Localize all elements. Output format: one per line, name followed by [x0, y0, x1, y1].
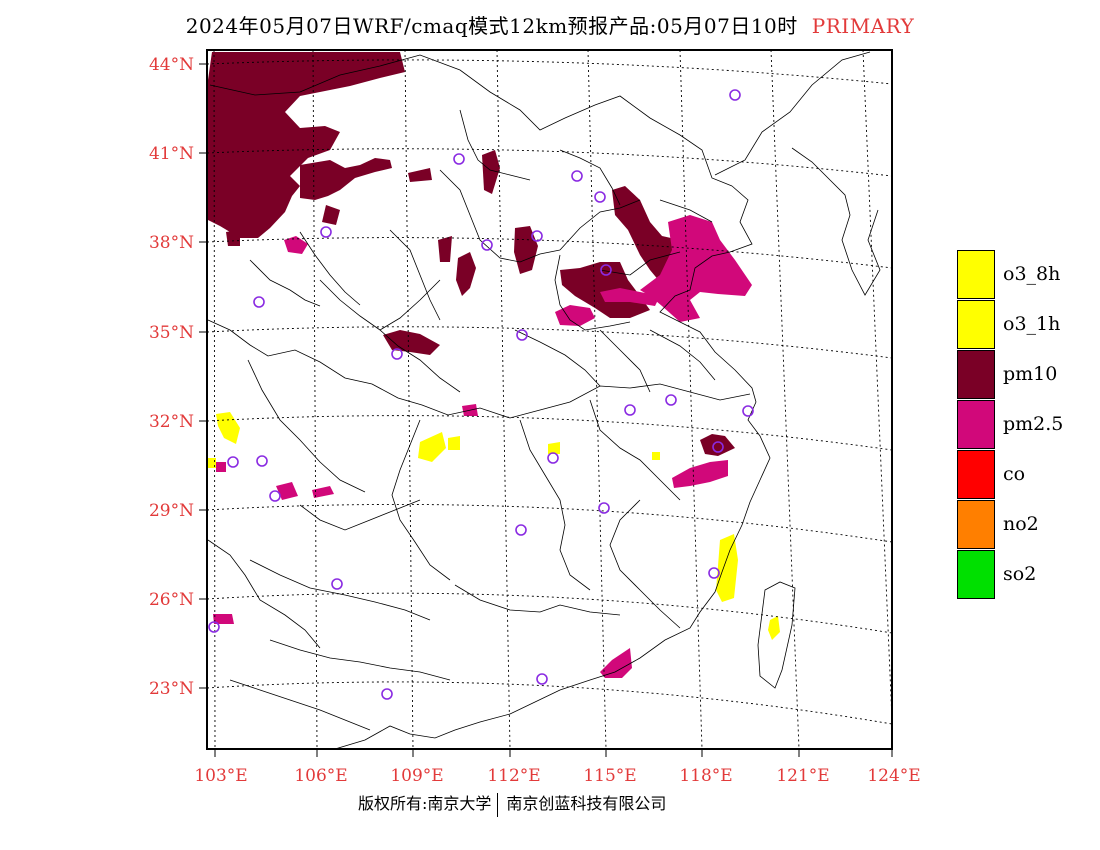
lon-label: 109°E	[390, 766, 443, 786]
legend-swatch	[957, 450, 995, 499]
legend-swatch	[957, 400, 995, 449]
lat-label: 29°N	[149, 501, 194, 521]
legend-swatch	[957, 300, 995, 349]
legend-label: o3_8h	[1003, 263, 1061, 285]
lon-labels: 103°E 106°E 109°E 112°E 115°E 118°E 121°…	[194, 766, 920, 786]
lat-label: 23°N	[149, 679, 194, 699]
lon-label: 106°E	[294, 766, 347, 786]
lon-label: 103°E	[194, 766, 247, 786]
legend-label: no2	[1003, 513, 1039, 535]
graticule	[207, 50, 892, 749]
o3-areas	[208, 412, 780, 640]
legend-label: pm2.5	[1003, 413, 1064, 435]
footer-divider	[497, 792, 499, 817]
map-frame	[206, 49, 893, 750]
lon-label: 118°E	[679, 766, 732, 786]
copyright-footer: 版权所有:南京大学 南京创蓝科技有限公司	[358, 790, 666, 817]
pm10-areas	[208, 52, 735, 456]
lat-label: 32°N	[149, 412, 194, 432]
legend-label: o3_1h	[1003, 313, 1061, 335]
lon-label: 112°E	[487, 766, 540, 786]
legend-label: co	[1003, 463, 1026, 485]
copyright-left: 版权所有:南京大学	[358, 794, 492, 813]
lon-label: 115°E	[583, 766, 636, 786]
legend-label: pm10	[1003, 363, 1058, 385]
lat-label: 35°N	[149, 323, 194, 343]
pm25-areas	[213, 215, 752, 678]
legend-swatch	[957, 250, 995, 299]
legend-swatch	[957, 550, 995, 599]
lat-label: 41°N	[149, 144, 194, 164]
legend-label: so2	[1003, 563, 1037, 585]
lon-label: 121°E	[776, 766, 829, 786]
title-main: 2024年05月07日WRF/cmaq模式12km预报产品:05月07日10时	[185, 14, 798, 38]
title-tag: PRIMARY	[811, 14, 915, 38]
lat-labels: 44°N 41°N 38°N 35°N 32°N 29°N 26°N 23°N	[149, 55, 194, 699]
lon-label: 124°E	[867, 766, 920, 786]
lat-label: 38°N	[149, 233, 194, 253]
legend-swatch	[957, 500, 995, 549]
boundaries	[207, 51, 881, 749]
legend-swatch	[957, 350, 995, 399]
lat-label: 44°N	[149, 55, 194, 75]
lat-label: 26°N	[149, 590, 194, 610]
station-markers	[208, 89, 754, 700]
tick-marks	[199, 63, 893, 757]
copyright-right: 南京创蓝科技有限公司	[506, 794, 667, 813]
map-title: 2024年05月07日WRF/cmaq模式12km预报产品:05月07日10时 P…	[0, 10, 1100, 39]
